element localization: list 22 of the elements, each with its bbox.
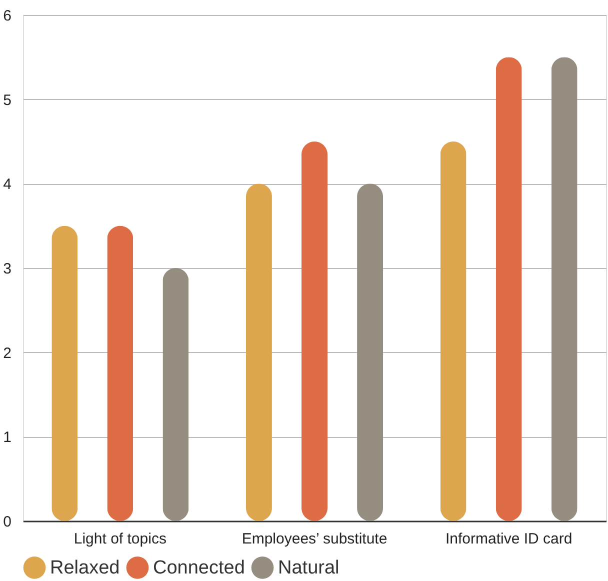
y-tick-label: 2 (3, 344, 12, 362)
legend-label: Natural (278, 558, 340, 579)
x-tick-label: Light of topics (74, 530, 166, 548)
legend-label: Connected (153, 558, 245, 579)
y-tick-label: 3 (3, 260, 12, 278)
x-tick-label: Employees’ substitute (242, 530, 388, 548)
bar (551, 57, 578, 521)
x-tick-label: Informative ID card (445, 530, 572, 548)
bar (496, 57, 522, 521)
bar (162, 268, 189, 521)
y-tick-label: 0 (3, 514, 12, 530)
bar (302, 142, 328, 521)
y-tick-label: 6 (3, 8, 12, 24)
legend-label: Relaxed (50, 558, 120, 579)
bar (246, 184, 272, 521)
y-tick-label: 5 (3, 92, 12, 109)
bar (440, 142, 466, 521)
y-tick-label: 4 (3, 176, 12, 194)
y-tick-label: 1 (3, 429, 12, 446)
bar (107, 226, 134, 521)
bar (52, 226, 78, 521)
bar (357, 184, 384, 521)
